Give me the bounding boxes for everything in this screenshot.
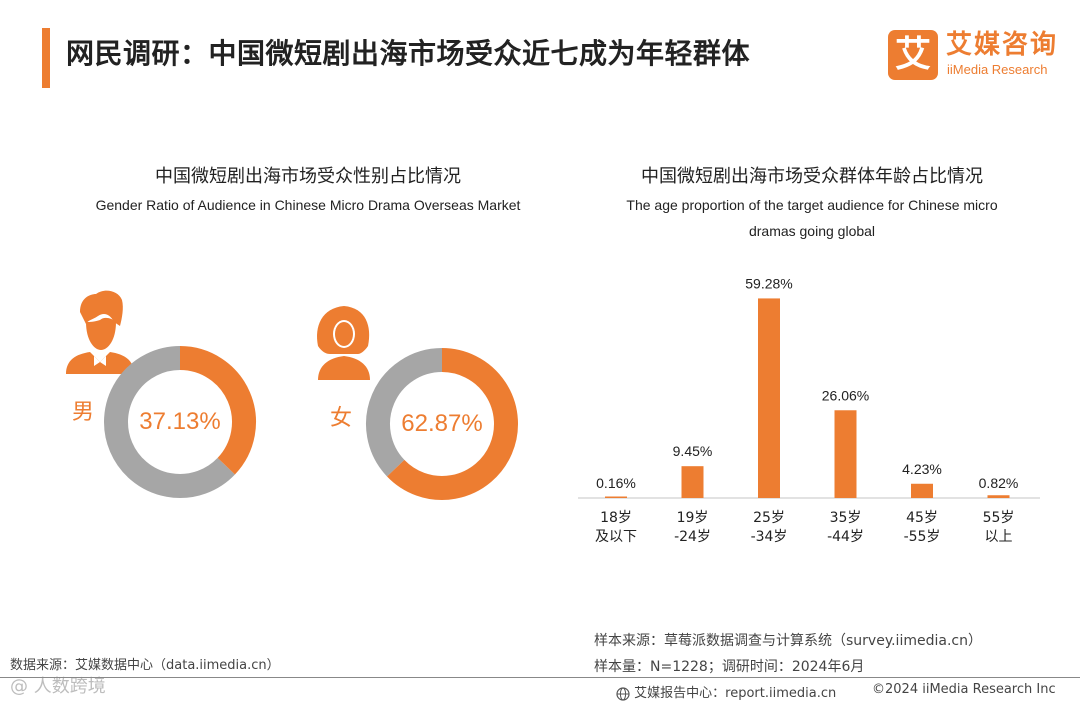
- age-bar-value-label: 59.28%: [745, 275, 792, 291]
- female-user-icon: [317, 306, 370, 380]
- age-category-tick-label: 25岁: [753, 510, 785, 526]
- age-bar-value-label: 9.45%: [673, 443, 713, 459]
- age-category-tick-label: 19岁: [677, 510, 709, 526]
- female-label: 女: [330, 406, 353, 431]
- age-category-tick-label: 45岁: [906, 510, 938, 526]
- male-donut-share-segment: [179, 346, 256, 475]
- age-bar: [758, 298, 780, 498]
- age-bar: [911, 483, 933, 498]
- sample-source: 样本来源：草莓派数据调查与计算系统（survey.iimedia.cn）: [594, 633, 982, 649]
- title-accent-bar: [42, 28, 50, 88]
- gender-chart-title-en: Gender Ratio of Audience in Chinese Micr…: [95, 197, 521, 213]
- male-donut-rest-segment: [104, 346, 235, 498]
- age-category-tick-label: 55岁: [983, 510, 1015, 526]
- male-user-icon: [66, 290, 134, 374]
- age-chart-title-en: The age proportion of the target audienc…: [626, 192, 997, 244]
- male-donut-center-label: 37.13%: [139, 408, 221, 435]
- report-center-text: 艾媒报告中心：report.iimedia.cn: [634, 686, 837, 701]
- age-category-tick-label: 以上: [985, 529, 1013, 545]
- page-title: 网民调研：中国微短剧出海市场受众近七成为年轻群体: [66, 37, 751, 70]
- female-donut-rest-segment: [366, 348, 443, 477]
- age-bar-value-label: 0.16%: [596, 475, 636, 491]
- iimedia-logo: 艾 艾媒咨询 iiMedia Research: [888, 30, 1063, 82]
- age-category-tick-label: -34岁: [751, 529, 788, 545]
- age-chart-title-cn: 中国微短剧出海市场受众群体年龄占比情况: [641, 166, 983, 187]
- logo-name-en: iiMedia Research: [947, 62, 1048, 77]
- age-category-tick-label: -55岁: [904, 529, 941, 545]
- report-center[interactable]: 艾媒报告中心：report.iimedia.cn: [616, 682, 836, 701]
- gender-chart-title-cn: 中国微短剧出海市场受众性别占比情况: [155, 166, 461, 187]
- age-bar: [834, 410, 857, 498]
- logo-name-cn: 艾媒咨询: [946, 30, 1059, 60]
- age-chart-title-en-line2: dramas going global: [748, 223, 876, 239]
- globe-icon: [616, 686, 630, 701]
- age-category-tick-label: 35岁: [830, 510, 862, 526]
- age-bar: [987, 495, 1010, 498]
- copyright: ©2024 iiMedia Research Inc: [872, 682, 1056, 697]
- female-donut-share-segment: [387, 348, 518, 500]
- female-donut-center-label: 62.87%: [401, 410, 483, 437]
- age-bar-value-label: 26.06%: [822, 387, 869, 403]
- footer-divider: [0, 677, 1080, 678]
- gender-donut-charts: [66, 290, 518, 500]
- data-source: 数据来源：艾媒数据中心（data.iimedia.cn）: [10, 658, 280, 673]
- male-label: 男: [72, 400, 95, 425]
- sample-size: 样本量：N=1228；调研时间：2024年6月: [594, 659, 865, 675]
- age-chart-title-en-line1: The age proportion of the target audienc…: [626, 197, 998, 213]
- age-bar: [681, 466, 704, 498]
- age-bar: [605, 496, 627, 498]
- logo-mark: 艾: [888, 30, 938, 80]
- age-category-tick-label: -24岁: [674, 529, 711, 545]
- watermark: @ 人数跨境: [10, 676, 106, 697]
- age-bar-value-label: 4.23%: [902, 461, 942, 477]
- age-category-tick-label: 18岁: [600, 510, 632, 526]
- age-category-tick-label: -44岁: [827, 529, 864, 545]
- age-category-tick-label: 及以下: [595, 529, 637, 545]
- age-bar-value-label: 0.82%: [979, 475, 1019, 491]
